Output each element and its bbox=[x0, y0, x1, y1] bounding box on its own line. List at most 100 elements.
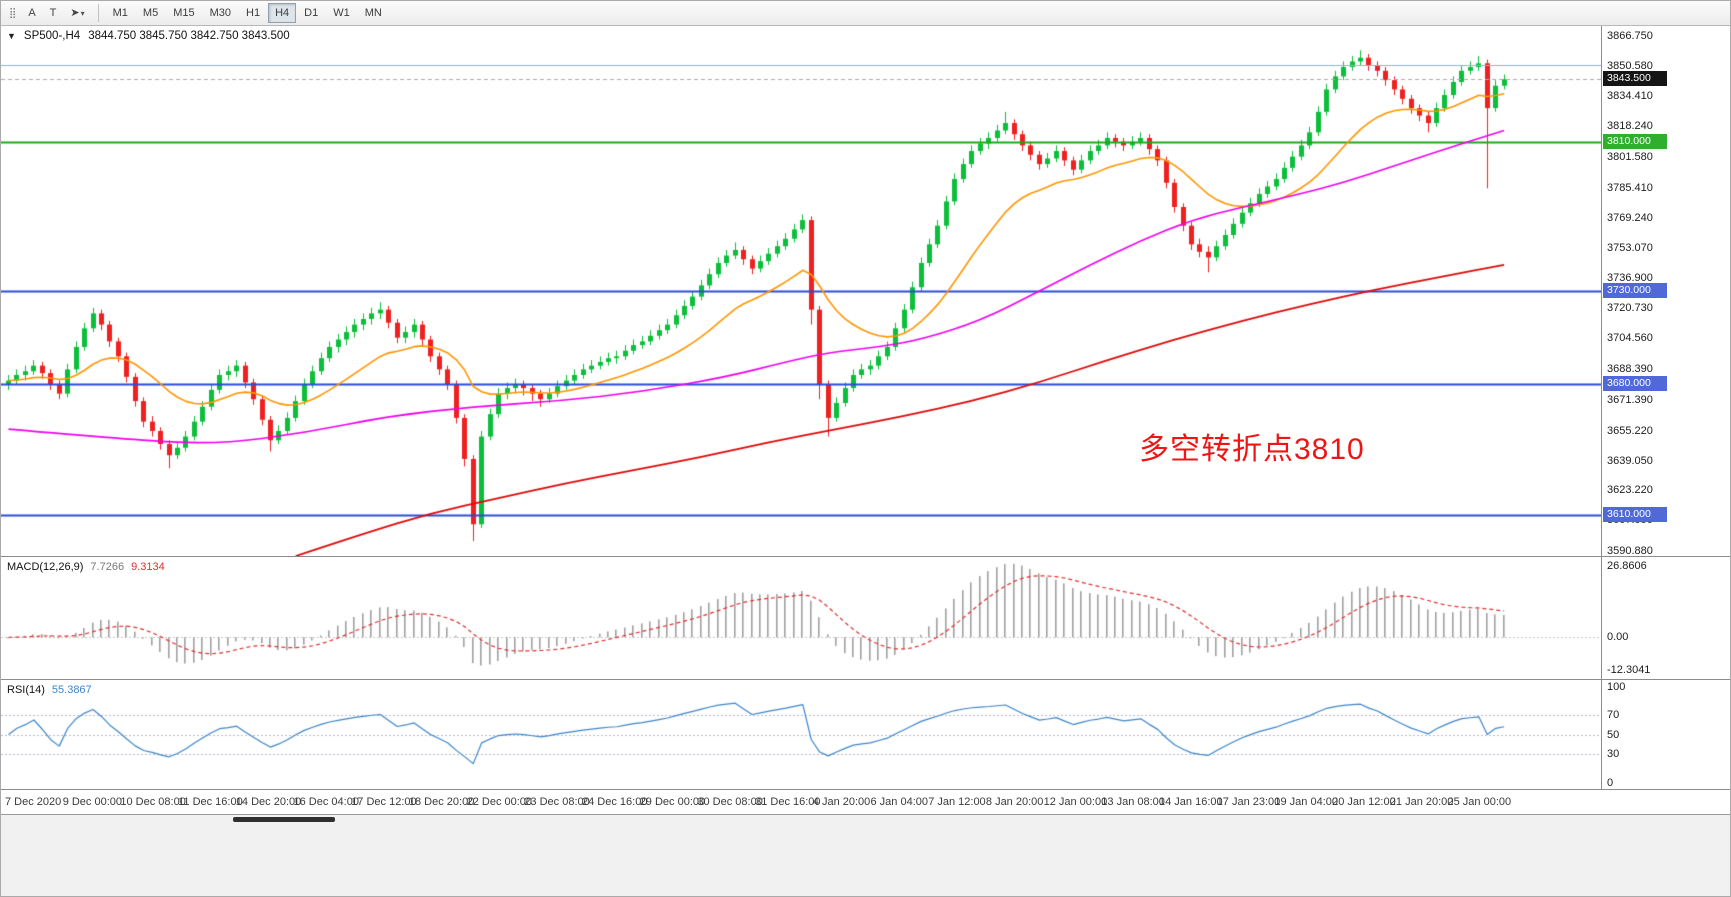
time-axis-label: 11 Dec 16:00 bbox=[178, 796, 243, 808]
price-axis-label: 3753.070 bbox=[1607, 241, 1653, 254]
time-axis-label: 25 Jan 00:00 bbox=[1447, 796, 1512, 808]
time-axis[interactable]: 7 Dec 2020 9 Dec 00:00 10 Dec 08:00 11 Dec … bbox=[1, 789, 1730, 814]
time-axis-label: 10 Dec 08:00 bbox=[120, 796, 186, 808]
rsi-value: 55.3867 bbox=[51, 684, 92, 696]
price-badge: 3610.000 bbox=[1603, 506, 1667, 522]
rsi-label: RSI(14) 55.3867 bbox=[7, 684, 92, 696]
macd-panel: MACD(12,26,9) 7.7266 9.3134 26.8606 0.00 -… bbox=[1, 556, 1730, 679]
time-axis-label: 7 Jan 12:00 bbox=[928, 796, 986, 808]
timeframe-button-m1[interactable]: M1 bbox=[106, 3, 135, 23]
time-axis-label: 6 Jan 04:00 bbox=[870, 796, 929, 808]
time-axis-label: 23 Dec 08:00 bbox=[524, 796, 590, 808]
time-axis-label: 14 Jan 16:00 bbox=[1159, 796, 1223, 808]
chart-annotation: 多空转折点3810 bbox=[1139, 433, 1365, 466]
timeframe-button-m15[interactable]: M15 bbox=[166, 3, 201, 23]
footer bbox=[1, 814, 1730, 896]
rsi-canvas[interactable] bbox=[1, 680, 1601, 789]
time-axis-label: 19 Jan 04:00 bbox=[1274, 796, 1339, 808]
price-axis-label: 3866.750 bbox=[1607, 29, 1653, 42]
price-badge: 3843.500 bbox=[1603, 71, 1667, 87]
toolbar-separator bbox=[97, 4, 99, 22]
price-axis-labels[interactable]: 3866.750 3850.580 3834.410 3818.240 3801.580… bbox=[1601, 26, 1730, 557]
time-axis-label: 30 Dec 08:00 bbox=[697, 796, 763, 808]
drag-handle-icon[interactable]: ⣿ bbox=[9, 7, 17, 19]
time-axis-label: 31 Dec 16:00 bbox=[755, 796, 821, 808]
timeframe-buttons: M1 M5 M15 M30 H1 H4 D1 W1 MN bbox=[106, 3, 389, 23]
timeframe-button-h1[interactable]: H1 bbox=[239, 3, 267, 23]
price-badge: 3810.000 bbox=[1603, 133, 1667, 149]
cursor-icon: ➤ bbox=[70, 6, 80, 19]
symbol-period-label: SP500-,H4 bbox=[23, 30, 81, 42]
time-axis-label: 24 Dec 16:00 bbox=[582, 796, 648, 808]
toolbar: ⣿ A T ➤▾ M1 M5 M15 M30 H1 H4 D1 W1 MN bbox=[1, 1, 1730, 26]
time-axis-label: 18 Dec 20:00 bbox=[408, 796, 475, 808]
macd-main-value: 7.7266 bbox=[90, 561, 125, 573]
price-axis-label: 3818.240 bbox=[1607, 120, 1653, 133]
timeframe-button-w1[interactable]: W1 bbox=[326, 3, 357, 23]
time-axis-label: 8 Jan 20:00 bbox=[985, 796, 1044, 808]
price-axis-label: 3769.240 bbox=[1607, 211, 1653, 224]
price-chart-canvas[interactable] bbox=[1, 26, 1601, 556]
macd-axis-label: 0.00 bbox=[1607, 631, 1629, 644]
rsi-axis-label: 100 bbox=[1607, 681, 1626, 693]
text-tool-button[interactable]: T bbox=[44, 3, 63, 23]
rsi-panel: RSI(14) 55.3867 100 70 50 30 0 bbox=[1, 679, 1730, 789]
price-axis-label: 3639.050 bbox=[1607, 454, 1653, 467]
macd-axis-labels[interactable]: 26.8606 0.00 -12.3041 bbox=[1601, 557, 1730, 679]
annotate-a-button[interactable]: A bbox=[22, 3, 41, 23]
macd-axis-label: -12.3041 bbox=[1607, 664, 1651, 677]
price-axis-label: 3801.580 bbox=[1607, 151, 1653, 164]
time-axis-label: 9 Dec 00:00 bbox=[62, 796, 123, 808]
horizontal-scrollbar-thumb[interactable] bbox=[233, 817, 335, 822]
price-badge: 3730.000 bbox=[1603, 283, 1667, 298]
one-click-trading-arrow[interactable]: ▼ bbox=[7, 31, 16, 41]
macd-name: MACD(12,26,9) bbox=[7, 561, 84, 573]
price-axis-label: 3850.580 bbox=[1607, 59, 1653, 72]
timeframe-button-m30[interactable]: M30 bbox=[203, 3, 238, 23]
time-axis-labels: 7 Dec 2020 9 Dec 00:00 10 Dec 08:00 11 Dec … bbox=[1, 790, 1601, 815]
price-axis-label: 3720.730 bbox=[1607, 302, 1653, 315]
ohlc-values: 3844.750 3845.750 3842.750 3843.500 bbox=[88, 30, 290, 42]
macd-label: MACD(12,26,9) 7.7266 9.3134 bbox=[7, 561, 165, 573]
timeframe-button-d1[interactable]: D1 bbox=[297, 3, 325, 23]
price-axis-label: 3655.220 bbox=[1607, 424, 1653, 437]
timeframe-button-m5[interactable]: M5 bbox=[136, 3, 165, 23]
time-axis-label: 7 Dec 2020 bbox=[5, 796, 62, 808]
time-axis-label: 21 Jan 20:00 bbox=[1389, 796, 1454, 808]
price-axis-label: 3785.410 bbox=[1607, 181, 1653, 194]
price-axis-label: 3704.560 bbox=[1607, 332, 1653, 345]
rsi-axis-label: 0 bbox=[1607, 777, 1614, 789]
price-axis-label: 3834.410 bbox=[1607, 90, 1653, 103]
price-axis-label: 3671.390 bbox=[1607, 394, 1653, 407]
time-axis-label: 4 Jan 20:00 bbox=[812, 796, 871, 808]
rsi-name: RSI(14) bbox=[7, 684, 45, 696]
rsi-axis-label: 50 bbox=[1607, 728, 1620, 741]
macd-signal-value: 9.3134 bbox=[131, 561, 165, 573]
macd-canvas[interactable] bbox=[1, 557, 1601, 679]
time-axis-label: 20 Jan 12:00 bbox=[1332, 796, 1396, 808]
rsi-axis-label: 70 bbox=[1607, 708, 1620, 721]
macd-axis-label: 26.8606 bbox=[1607, 559, 1647, 572]
time-axis-label: 17 Dec 12:00 bbox=[351, 796, 417, 808]
time-axis-label: 14 Dec 20:00 bbox=[235, 796, 302, 808]
price-axis-label: 3688.390 bbox=[1607, 362, 1653, 375]
main-chart-panel: ▼ SP500-,H4 3844.750 3845.750 3842.750 3… bbox=[1, 26, 1730, 557]
time-axis-label: 13 Jan 08:00 bbox=[1101, 796, 1165, 808]
time-axis-label: 29 Dec 00:00 bbox=[639, 796, 706, 808]
chevron-down-icon: ▾ bbox=[80, 8, 85, 18]
rsi-axis-labels[interactable]: 100 70 50 30 0 bbox=[1601, 680, 1730, 789]
rsi-axis-label: 30 bbox=[1607, 748, 1620, 761]
time-axis-label: 17 Jan 23:00 bbox=[1216, 796, 1281, 808]
timeframe-button-mn[interactable]: MN bbox=[358, 3, 389, 23]
time-axis-label: 22 Dec 00:00 bbox=[466, 796, 533, 808]
time-axis-label: 16 Dec 04:00 bbox=[293, 796, 359, 808]
timeframe-button-h4[interactable]: H4 bbox=[268, 3, 297, 23]
price-axis-label: 3736.900 bbox=[1607, 272, 1653, 285]
time-axis-label: 12 Jan 00:00 bbox=[1043, 796, 1108, 808]
cursor-tool-button[interactable]: ➤▾ bbox=[64, 3, 90, 24]
price-badge: 3680.000 bbox=[1603, 376, 1667, 392]
chart-header: ▼ SP500-,H4 3844.750 3845.750 3842.750 3… bbox=[7, 30, 290, 42]
price-axis-label: 3623.220 bbox=[1607, 484, 1653, 497]
price-axis-label: 3590.880 bbox=[1607, 544, 1653, 557]
